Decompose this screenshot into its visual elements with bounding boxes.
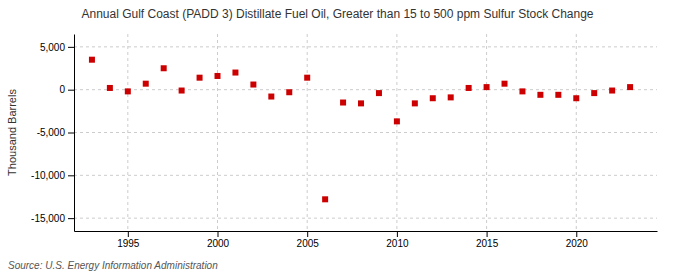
point [448, 94, 454, 100]
point [143, 81, 149, 87]
point [502, 81, 508, 87]
x-axis-tick-mark [487, 231, 488, 237]
point [591, 90, 597, 96]
point [125, 88, 131, 94]
y-axis-tick: 5,000 [40, 42, 74, 53]
grid-line-y [74, 89, 657, 90]
grid-line-x [307, 34, 308, 231]
x-axis-tick-label: 2020 [566, 238, 589, 249]
grid-line-x [127, 34, 128, 231]
point [89, 57, 95, 63]
point [215, 73, 221, 79]
chart: 1995 2000 2005 2010 2015 2020 5,000 0 -5,000 -10,… [0, 0, 675, 275]
y-axis-tick-label: 5,000 [40, 42, 65, 53]
grid-line-y [74, 175, 657, 176]
x-axis-tick-mark [128, 231, 129, 237]
point [430, 95, 436, 101]
point [466, 85, 472, 91]
y-axis-tick-mark [68, 175, 74, 176]
y-axis-line [74, 35, 75, 232]
x-axis-tick-mark [307, 231, 308, 237]
x-axis-tick-label: 2010 [386, 238, 409, 249]
x-axis: 1995 2000 2005 2010 2015 2020 [75, 231, 658, 249]
x-axis-tick: 2010 [386, 231, 409, 249]
point [627, 84, 633, 90]
x-axis-tick-mark [218, 231, 219, 237]
y-axis-title: Thousand Barrels [6, 89, 18, 176]
grid-line-x [486, 34, 487, 231]
x-axis-tick-mark [576, 231, 577, 237]
y-axis-tick-mark [68, 90, 74, 91]
point [412, 100, 418, 106]
y-axis-tick-label: -5,000 [37, 127, 66, 138]
y-axis-tick-label: -10,000 [31, 170, 65, 181]
point [197, 75, 203, 81]
point [519, 88, 525, 94]
point [340, 100, 346, 106]
y-axis-tick: 0 [59, 84, 74, 95]
title: Annual Gulf Coast (PADD 3) Distillate Fu… [81, 7, 593, 21]
point [573, 95, 579, 101]
x-axis-tick: 2015 [476, 231, 499, 249]
point [161, 65, 167, 71]
y-axis-tick-label: 0 [59, 84, 65, 95]
source: Source: U.S. Energy Information Administ… [8, 260, 218, 271]
grid-line-y [74, 46, 657, 47]
x-axis-tick: 2020 [566, 231, 589, 249]
point [250, 82, 256, 88]
x-axis-tick: 1995 [117, 231, 140, 249]
point [322, 196, 328, 202]
x-axis-tick: 2005 [297, 231, 320, 249]
point [179, 88, 185, 94]
point [484, 84, 490, 90]
y-axis-tick: -10,000 [31, 170, 74, 181]
y-axis-tick: -15,000 [31, 213, 74, 224]
x-axis-tick-label: 1995 [117, 238, 140, 249]
x-axis-tick: 2000 [207, 231, 230, 249]
plot-area: 1995 2000 2005 2010 2015 2020 5,000 0 -5,000 -10,… [31, 34, 657, 249]
point [358, 100, 364, 106]
point [107, 85, 113, 91]
point [376, 90, 382, 96]
x-axis-tick-mark [397, 231, 398, 237]
point [268, 94, 274, 100]
x-axis-tick-label: 2015 [476, 238, 499, 249]
y-axis: 5,000 0 -5,000 -10,000 -15,000 [31, 35, 74, 232]
point [304, 75, 310, 81]
x-axis-line [75, 231, 658, 232]
x-axis-tick-label: 2005 [297, 238, 320, 249]
grid-line-x [576, 34, 577, 231]
point [555, 92, 561, 98]
y-axis-tick-label: -15,000 [31, 213, 65, 224]
y-axis-tick-mark [68, 218, 74, 219]
grid-line-x [217, 34, 218, 231]
y-axis-tick-mark [68, 47, 74, 48]
point [232, 70, 238, 76]
points [89, 57, 633, 203]
point [394, 118, 400, 124]
point [537, 92, 543, 98]
grid [74, 34, 657, 231]
point [609, 88, 615, 94]
grid-line-x [396, 34, 397, 231]
grid-line-y [74, 218, 657, 219]
x-axis-tick-label: 2000 [207, 238, 230, 249]
y-axis-tick-mark [68, 133, 74, 134]
y-axis-tick: -5,000 [37, 127, 74, 138]
point [286, 89, 292, 95]
grid-line-y [74, 132, 657, 133]
